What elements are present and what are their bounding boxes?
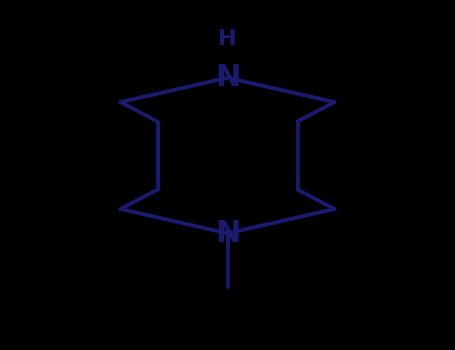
Text: N: N: [215, 219, 240, 248]
Text: N: N: [215, 63, 240, 92]
Text: H: H: [218, 29, 237, 49]
